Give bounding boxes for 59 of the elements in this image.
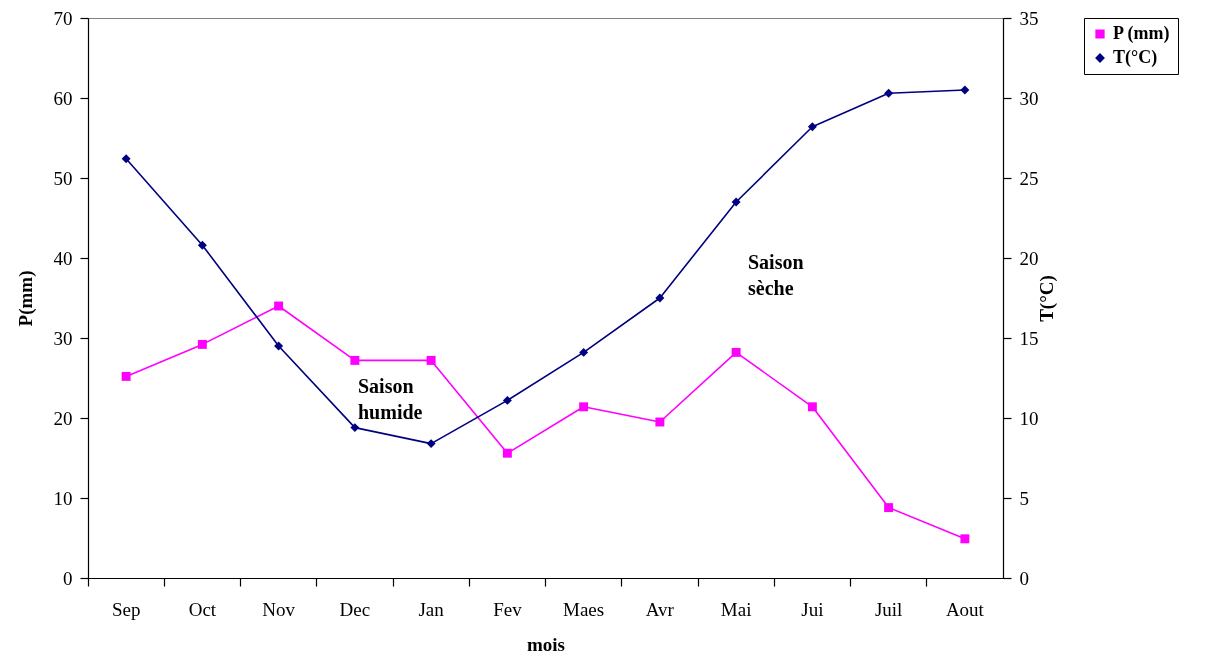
y-tick-label: 20 — [53, 407, 73, 429]
point — [731, 197, 741, 207]
point — [655, 293, 665, 303]
y2-tick-label: 25 — [1019, 167, 1039, 189]
x-tick-label: Jui — [801, 598, 824, 620]
point — [197, 339, 207, 349]
y2-axis-title: T(°C) — [1035, 275, 1058, 322]
y-axis-title: P(mm) — [14, 270, 37, 327]
x-tick-label: Sep — [111, 598, 141, 620]
point — [807, 402, 817, 412]
point — [502, 395, 512, 405]
point — [960, 534, 970, 544]
point — [731, 347, 741, 357]
point — [121, 154, 131, 164]
y-tick-label: 60 — [53, 87, 73, 109]
y2-tick-label: 5 — [1019, 487, 1029, 509]
y-tick-label: 70 — [53, 7, 73, 29]
y2-tick-label: 0 — [1019, 567, 1029, 589]
point — [579, 347, 589, 357]
point — [426, 355, 436, 365]
x-tick-label: Mai — [720, 598, 752, 620]
y2-tick-label: 30 — [1019, 87, 1039, 109]
y2-tick-label: 35 — [1019, 7, 1039, 29]
point — [655, 417, 665, 427]
legend-label: P (mm) — [1113, 23, 1170, 44]
y2-tick-label: 15 — [1019, 327, 1039, 349]
point — [807, 122, 817, 132]
x-tick-label: Maes — [563, 598, 605, 620]
point — [884, 88, 894, 98]
x-tick-label: Juil — [874, 598, 903, 620]
x-axis-title: mois — [527, 633, 565, 655]
y-tick-label: 0 — [63, 567, 73, 589]
x-tick-label: Aout — [945, 598, 985, 620]
point — [579, 402, 589, 412]
x-tick-label: Jan — [418, 598, 445, 620]
y-tick-label: 10 — [53, 487, 73, 509]
point — [960, 85, 970, 95]
annotation: Saison sèche — [748, 251, 804, 299]
x-tick-label: Dec — [339, 598, 371, 620]
point — [884, 503, 894, 513]
point — [121, 371, 131, 381]
point — [197, 240, 207, 250]
annotation: Saison humide — [358, 375, 423, 423]
x-tick-label: Avr — [645, 598, 675, 620]
x-tick-label: Fev — [493, 598, 523, 620]
point — [274, 341, 284, 351]
y-tick-label: 40 — [53, 247, 73, 269]
x-tick-label: Nov — [262, 598, 296, 620]
y2-tick-label: 10 — [1019, 407, 1039, 429]
y-tick-label: 30 — [53, 327, 73, 349]
point — [426, 439, 436, 449]
y-tick-label: 50 — [53, 167, 73, 189]
point — [350, 355, 360, 365]
legend-label: T(°C) — [1113, 47, 1158, 68]
point — [350, 423, 360, 433]
point — [502, 448, 512, 458]
y2-tick-label: 20 — [1019, 247, 1039, 269]
x-tick-label: Oct — [188, 598, 217, 620]
point — [274, 301, 284, 311]
